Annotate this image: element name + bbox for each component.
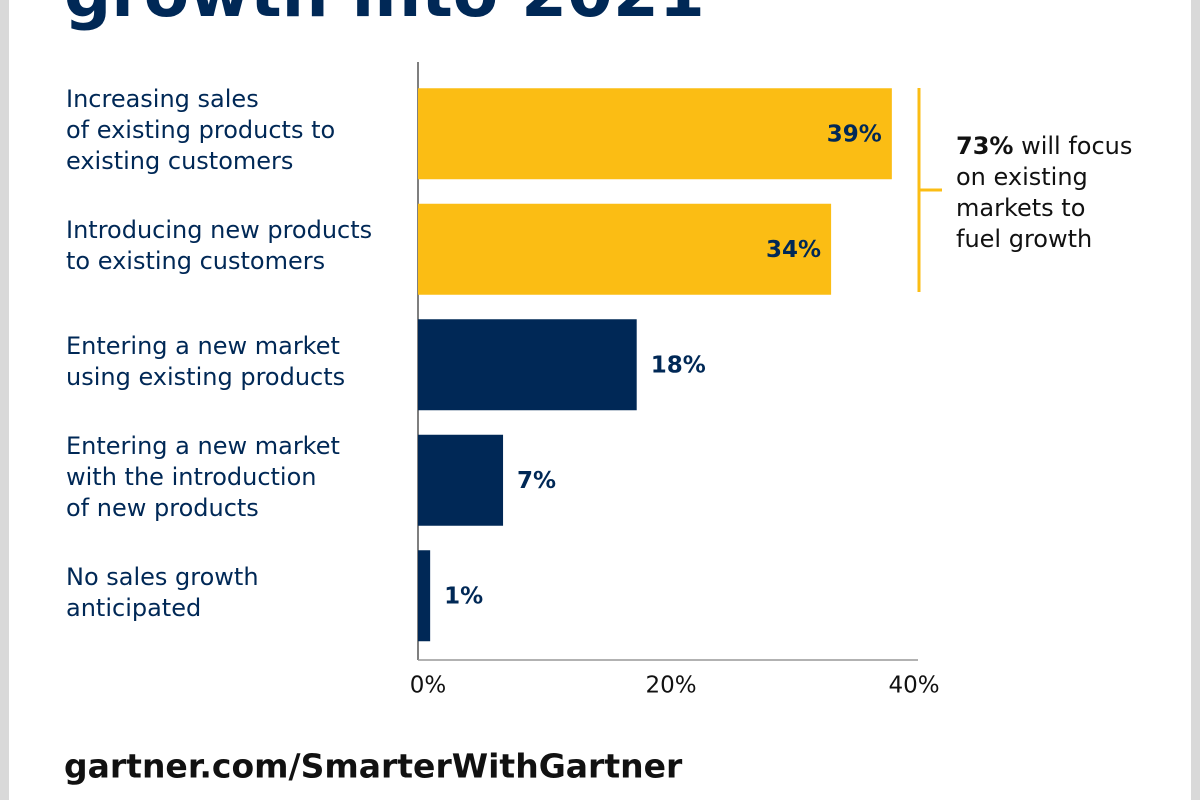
category-label: Entering a new market with the introduct… <box>66 431 340 522</box>
category-label: Introducing new products to existing cus… <box>66 216 373 276</box>
chart-title: growth into 2021 <box>64 0 705 32</box>
annotation: 73% will focus on existing markets to fu… <box>956 131 1132 255</box>
value-label: 34% <box>766 237 821 263</box>
x-tick-label: 40% <box>888 673 939 699</box>
value-label: 7% <box>517 468 556 494</box>
bar <box>418 88 892 180</box>
annotation-emphasis: 73% <box>956 132 1014 160</box>
x-tick-label: 0% <box>410 673 447 699</box>
source: gartner.com/SmarterWithGartner <box>64 747 683 786</box>
bar <box>418 319 637 411</box>
bar <box>418 550 431 642</box>
bar <box>418 203 832 295</box>
value-label: 18% <box>651 352 706 378</box>
bar <box>418 434 504 526</box>
value-label: 39% <box>827 121 882 147</box>
x-tick-label: 20% <box>645 673 696 699</box>
frame-left <box>0 0 9 800</box>
annotation-text: will focus on existing markets to fuel g… <box>956 132 1133 253</box>
category-label: Increasing sales of existing products to… <box>66 85 336 176</box>
category-label: Entering a new market using existing pro… <box>66 331 346 391</box>
value-label: 1% <box>444 583 483 609</box>
bracket <box>917 88 942 292</box>
frame-right <box>1191 0 1200 800</box>
category-label: No sales growth anticipated <box>66 562 259 622</box>
